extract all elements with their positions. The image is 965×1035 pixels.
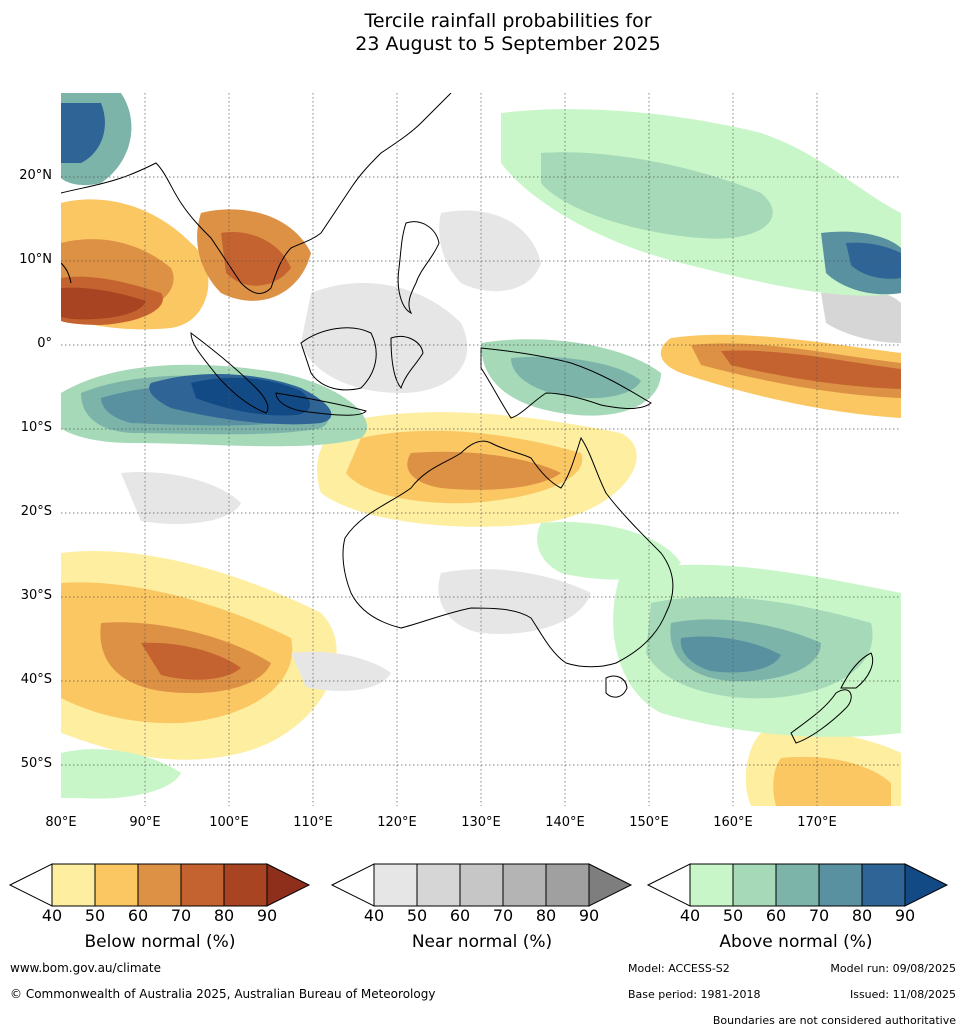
- boundaries-disclaimer: Boundaries are not considered authoritat…: [712, 1014, 956, 1027]
- tick-label: 60: [449, 906, 471, 925]
- lat-label-10n: 10°N: [19, 252, 52, 267]
- new-guinea-coastline: [480, 347, 652, 419]
- lon-label-160e: 160°E: [713, 815, 753, 830]
- colorbar-near-title: Near normal (%): [411, 932, 553, 952]
- lon-label-130e: 130°E: [461, 815, 501, 830]
- colorbar-below-title: Below normal (%): [84, 932, 236, 952]
- map-canvas: [61, 93, 901, 806]
- below-normal-regions: [61, 199, 901, 806]
- base-period: Base period: 1981-2018: [628, 988, 761, 1001]
- tick-label: 70: [170, 906, 192, 925]
- colorbar-near-normal: [330, 863, 633, 907]
- lon-label-80e: 80°E: [45, 815, 77, 830]
- sulawesi-coastline: [390, 336, 424, 390]
- title-line-1: Tercile rainfall probabilities for: [364, 10, 652, 32]
- tick-label: 90: [894, 906, 916, 925]
- india-coastline: [61, 262, 72, 284]
- tick-label: 70: [492, 906, 514, 925]
- tick-label: 80: [851, 906, 873, 925]
- colorbar-below-bin-80: [223, 863, 268, 907]
- issued-date: Issued: 11/08/2025: [849, 988, 956, 1001]
- colorbar-below-bin-40: [51, 863, 96, 907]
- tick-label: 40: [363, 906, 385, 925]
- tasmania-coastline: [605, 675, 628, 698]
- lon-label-120e: 120°E: [377, 815, 417, 830]
- lon-label-170e: 170°E: [797, 815, 837, 830]
- title-line-2: 23 August to 5 September 2025: [355, 33, 661, 55]
- lon-label-90e: 90°E: [129, 815, 161, 830]
- tick-label: 80: [535, 906, 557, 925]
- colorbar-above-bin-70: [818, 863, 863, 907]
- colorbar-above-bin-60: [775, 863, 820, 907]
- coastlines: [61, 93, 874, 744]
- tick-label: 90: [578, 906, 600, 925]
- philippines-coastline: [397, 221, 440, 315]
- lat-label-30s: 30°S: [20, 588, 52, 603]
- lat-label-0: 0°: [37, 336, 52, 351]
- colorbar-above-bin-40: [689, 863, 734, 907]
- website-link[interactable]: www.bom.gov.au/climate: [10, 961, 161, 975]
- sumatra-coastline: [190, 331, 269, 414]
- colorbar-above-bin-80: [861, 863, 906, 907]
- australia-coastline: [342, 436, 674, 668]
- above-normal-regions: [61, 93, 901, 799]
- new-zealand-coastline: [790, 652, 874, 744]
- colorbar-above-bin-50: [732, 863, 777, 907]
- tick-label: 90: [256, 906, 278, 925]
- borneo-coastline: [300, 327, 377, 391]
- colorbar-near-bin-70: [502, 863, 547, 907]
- model-run-date: Model run: 09/08/2025: [830, 962, 956, 975]
- colorbar-above-normal: [646, 863, 949, 907]
- colorbar-below-bin-70: [180, 863, 225, 907]
- copyright-text: © Commonwealth of Australia 2025, Austra…: [10, 987, 436, 1001]
- colorbar-below-normal: [8, 863, 311, 907]
- colorbar-below-bin-90: [266, 863, 311, 907]
- tick-label: 60: [127, 906, 149, 925]
- colorbar-near-bin-80: [545, 863, 590, 907]
- lat-label-20s: 20°S: [20, 504, 52, 519]
- lon-label-150e: 150°E: [629, 815, 669, 830]
- lat-label-50s: 50°S: [20, 756, 52, 771]
- java-coastline: [275, 392, 367, 416]
- tick-label: 50: [722, 906, 744, 925]
- colorbar-near-bin-40: [373, 863, 418, 907]
- asia-coastline: [61, 93, 452, 294]
- colorbar-below-bin-60: [137, 863, 182, 907]
- lat-label-40s: 40°S: [20, 672, 52, 687]
- tick-label: 60: [765, 906, 787, 925]
- colorbar-near-bin-90: [588, 863, 633, 907]
- model-name: Model: ACCESS-S2: [628, 962, 730, 975]
- tick-label: 80: [213, 906, 235, 925]
- colorbar-near-bin-50: [416, 863, 461, 907]
- tick-label: 40: [679, 906, 701, 925]
- tick-label: 40: [41, 906, 63, 925]
- colorbar-above-bin-90: [904, 863, 949, 907]
- tick-label: 50: [84, 906, 106, 925]
- colorbar-below-bin-50: [94, 863, 139, 907]
- lon-label-100e: 100°E: [209, 815, 249, 830]
- lat-label-20n: 20°N: [19, 168, 52, 183]
- rainfall-probability-map: [61, 93, 901, 806]
- lat-label-10s: 10°S: [20, 420, 52, 435]
- tick-label: 70: [808, 906, 830, 925]
- map-title: Tercile rainfall probabilities for 23 Au…: [0, 10, 965, 56]
- near-region-maritime: [301, 283, 468, 393]
- graticule: [61, 93, 901, 806]
- tick-label: 50: [406, 906, 428, 925]
- lon-label-110e: 110°E: [293, 815, 333, 830]
- colorbar-near-bin-60: [459, 863, 504, 907]
- lon-label-140e: 140°E: [545, 815, 585, 830]
- colorbar-above-title: Above normal (%): [719, 932, 873, 952]
